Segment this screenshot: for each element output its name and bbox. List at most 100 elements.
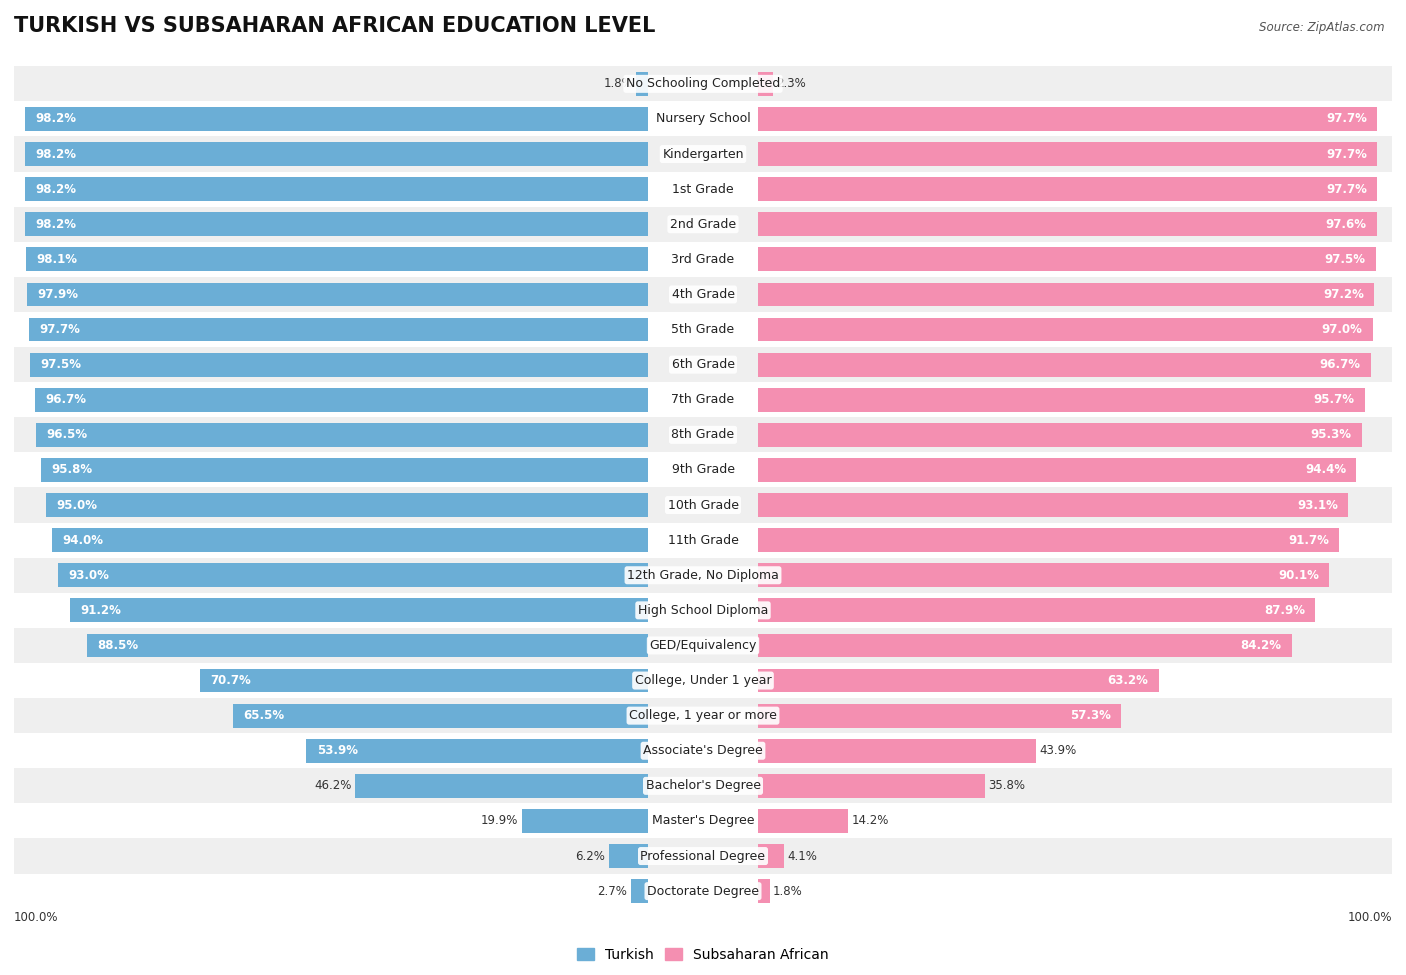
- Bar: [14, 663, 1392, 698]
- Bar: [758, 739, 1036, 762]
- Text: 95.0%: 95.0%: [56, 498, 97, 512]
- Bar: [14, 523, 1392, 558]
- Text: 95.7%: 95.7%: [1313, 393, 1354, 407]
- Text: 46.2%: 46.2%: [314, 779, 352, 793]
- Text: 57.3%: 57.3%: [1070, 709, 1111, 722]
- Text: 100.0%: 100.0%: [14, 911, 59, 924]
- Text: 88.5%: 88.5%: [97, 639, 138, 652]
- Text: High School Diploma: High School Diploma: [638, 604, 768, 617]
- Text: 97.0%: 97.0%: [1322, 323, 1362, 336]
- Text: 63.2%: 63.2%: [1108, 674, 1149, 687]
- Bar: [14, 172, 1392, 207]
- Legend: Turkish, Subsaharan African: Turkish, Subsaharan African: [572, 943, 834, 967]
- Bar: [356, 774, 648, 798]
- Bar: [609, 844, 648, 868]
- Bar: [30, 353, 648, 376]
- Bar: [46, 493, 648, 517]
- Bar: [14, 452, 1392, 488]
- Bar: [14, 768, 1392, 803]
- Bar: [758, 142, 1378, 166]
- Bar: [14, 628, 1392, 663]
- Text: 9th Grade: 9th Grade: [672, 463, 734, 477]
- Text: 2.3%: 2.3%: [776, 77, 806, 91]
- Bar: [758, 318, 1372, 341]
- Text: 98.2%: 98.2%: [35, 112, 77, 126]
- Text: Source: ZipAtlas.com: Source: ZipAtlas.com: [1260, 21, 1385, 34]
- Text: 1.8%: 1.8%: [773, 884, 803, 898]
- Text: Nursery School: Nursery School: [655, 112, 751, 126]
- Bar: [14, 66, 1392, 101]
- Text: Associate's Degree: Associate's Degree: [643, 744, 763, 758]
- Text: Professional Degree: Professional Degree: [641, 849, 765, 863]
- Text: 14.2%: 14.2%: [852, 814, 889, 828]
- Bar: [758, 72, 773, 96]
- Text: College, Under 1 year: College, Under 1 year: [634, 674, 772, 687]
- Bar: [758, 353, 1371, 376]
- Text: 87.9%: 87.9%: [1264, 604, 1305, 617]
- Text: 12th Grade, No Diploma: 12th Grade, No Diploma: [627, 568, 779, 582]
- Text: 1st Grade: 1st Grade: [672, 182, 734, 196]
- Bar: [14, 101, 1392, 136]
- Bar: [14, 347, 1392, 382]
- Text: 97.5%: 97.5%: [41, 358, 82, 371]
- Bar: [25, 177, 648, 201]
- Text: 8th Grade: 8th Grade: [672, 428, 734, 442]
- Text: 70.7%: 70.7%: [209, 674, 250, 687]
- Bar: [41, 458, 648, 482]
- Text: 97.6%: 97.6%: [1326, 217, 1367, 231]
- Bar: [59, 564, 648, 587]
- Text: 98.2%: 98.2%: [35, 182, 77, 196]
- Text: 96.7%: 96.7%: [45, 393, 86, 407]
- Text: 6.2%: 6.2%: [575, 849, 605, 863]
- Text: College, 1 year or more: College, 1 year or more: [628, 709, 778, 722]
- Text: Doctorate Degree: Doctorate Degree: [647, 884, 759, 898]
- Bar: [233, 704, 648, 727]
- Text: 11th Grade: 11th Grade: [668, 533, 738, 547]
- Text: No Schooling Completed: No Schooling Completed: [626, 77, 780, 91]
- Text: Kindergarten: Kindergarten: [662, 147, 744, 161]
- Text: 93.0%: 93.0%: [69, 568, 110, 582]
- Text: 4.1%: 4.1%: [787, 849, 817, 863]
- Text: 43.9%: 43.9%: [1040, 744, 1077, 758]
- Bar: [758, 177, 1378, 201]
- Text: TURKISH VS SUBSAHARAN AFRICAN EDUCATION LEVEL: TURKISH VS SUBSAHARAN AFRICAN EDUCATION …: [14, 16, 655, 36]
- Bar: [758, 704, 1122, 727]
- Text: 94.0%: 94.0%: [62, 533, 104, 547]
- Text: 3rd Grade: 3rd Grade: [672, 253, 734, 266]
- Bar: [758, 458, 1357, 482]
- Bar: [14, 136, 1392, 172]
- Bar: [25, 142, 648, 166]
- Text: 95.3%: 95.3%: [1310, 428, 1351, 442]
- Bar: [14, 488, 1392, 523]
- Text: Master's Degree: Master's Degree: [652, 814, 754, 828]
- Bar: [637, 72, 648, 96]
- Text: 2.7%: 2.7%: [598, 884, 627, 898]
- Bar: [52, 528, 648, 552]
- Bar: [758, 669, 1159, 692]
- Bar: [70, 599, 648, 622]
- Bar: [14, 593, 1392, 628]
- Text: 97.7%: 97.7%: [1326, 112, 1367, 126]
- Text: 91.2%: 91.2%: [80, 604, 121, 617]
- Text: 6th Grade: 6th Grade: [672, 358, 734, 371]
- Text: 94.4%: 94.4%: [1305, 463, 1346, 477]
- Bar: [758, 213, 1376, 236]
- Bar: [35, 388, 648, 411]
- Text: 96.5%: 96.5%: [46, 428, 87, 442]
- Bar: [758, 493, 1348, 517]
- Bar: [14, 733, 1392, 768]
- Bar: [37, 423, 648, 447]
- Bar: [14, 417, 1392, 452]
- Bar: [758, 423, 1362, 447]
- Bar: [28, 318, 648, 341]
- Bar: [14, 242, 1392, 277]
- Text: 19.9%: 19.9%: [481, 814, 519, 828]
- Bar: [87, 634, 648, 657]
- Text: 98.1%: 98.1%: [37, 253, 77, 266]
- Text: 90.1%: 90.1%: [1278, 568, 1319, 582]
- Bar: [758, 248, 1376, 271]
- Bar: [758, 599, 1315, 622]
- Text: 97.5%: 97.5%: [1324, 253, 1365, 266]
- Text: GED/Equivalency: GED/Equivalency: [650, 639, 756, 652]
- Text: 1.8%: 1.8%: [603, 77, 633, 91]
